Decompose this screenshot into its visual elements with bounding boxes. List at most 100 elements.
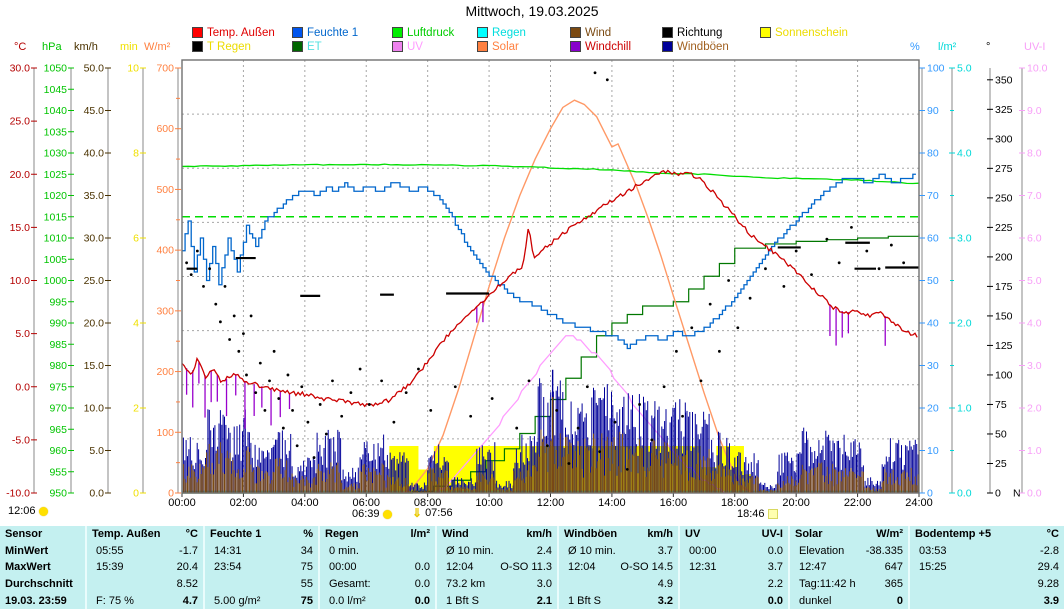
axis-label: 1050 [44, 63, 68, 75]
axis-label: 10 [927, 445, 939, 457]
legend-item-wind: Wind [570, 26, 611, 39]
table-cell: 9.28 [1037, 578, 1059, 591]
axis-label: 700 [156, 63, 174, 75]
axis-label: W/m² [144, 41, 171, 53]
sun-icon [38, 506, 48, 516]
axis-label: 300 [156, 305, 174, 317]
legend-item-luftdruck: Luftdruck [392, 26, 454, 39]
solar-series [402, 99, 754, 494]
table-row-label: MaxWert [5, 561, 51, 574]
axis-label: 9.0 [1027, 105, 1042, 117]
table-column-wind: Wind km/h Ø 10 min. 2.4 12:04 O-SO 11.3 73.2 k… [435, 526, 557, 609]
table-cell: 12:31 3.7 [689, 561, 783, 574]
table-cell: 15:39 20.4 [96, 561, 198, 574]
axis-label: 00:00 [168, 497, 196, 509]
axis-label: 100 [156, 427, 174, 439]
axis-label: 1010 [44, 233, 68, 245]
axis-label: l/m² [938, 41, 957, 53]
table-cell: 8.52 [176, 578, 198, 591]
axis-label: 18:00 [721, 497, 749, 509]
legend-swatch-icon [477, 27, 488, 38]
legend-label: Temp. Außen [207, 26, 275, 39]
page-title: Mittwoch, 19.03.2025 [465, 3, 599, 19]
axis-label: 0.0 [957, 488, 972, 500]
axis-label: 20.0 [84, 318, 105, 330]
legend-label: Solar [492, 40, 519, 53]
axis-label: 995 [49, 296, 67, 308]
axis-label: 8 [133, 148, 139, 160]
axis-label: 22:00 [844, 497, 872, 509]
axis-label: 30.0 [10, 63, 31, 75]
sunset-value: 18:46 [737, 508, 765, 520]
sunshine-axis: 0 2 4 6 8 10 min [120, 41, 146, 500]
axis-label: 25.0 [84, 275, 105, 287]
axis-label: 150 [995, 310, 1013, 322]
stats-table: Sensor MinWert MaxWert Durchschnitt 19.03. 2… [0, 526, 1064, 609]
windchill-series [185, 300, 886, 429]
axis-label: 0 [133, 488, 139, 500]
axis-label: 1025 [44, 169, 68, 181]
table-column-header: Feuchte 1% [210, 528, 313, 541]
table-cell: Tag:11:42 h 365 [799, 578, 903, 591]
legend-label: UV [407, 40, 423, 53]
sunshine-start-annotation: ⇓ 07:56 [412, 507, 453, 519]
table-row-label: 19.03. 23:59 [5, 594, 67, 607]
legend-item-solar: Solar [477, 40, 519, 53]
table-cell: 1 Bft S 3.2 [568, 594, 673, 607]
axis-label: 985 [49, 339, 67, 351]
table-cell: dunkel 0 [799, 594, 903, 607]
axis-label: 50 [995, 428, 1007, 440]
sunrise-value: 06:39 [352, 508, 380, 520]
legend-swatch-icon [760, 27, 771, 38]
axis-label: 5.0 [957, 63, 972, 75]
legend-item-windchill: Windchill [570, 40, 631, 53]
plot-border [181, 59, 920, 494]
axis-label: 10.0 [84, 403, 105, 415]
axis-label: 10.0 [10, 275, 31, 287]
legend-item-et: ET [292, 40, 322, 53]
sunset-square-icon [767, 509, 778, 519]
axis-label: 300 [995, 133, 1013, 145]
table-cell: 0.0 [767, 594, 783, 607]
legend-label: Regen [492, 26, 526, 39]
axis-label: 0.0 [1027, 488, 1042, 500]
legend-swatch-icon [662, 27, 673, 38]
pressure-series [181, 163, 920, 185]
table-column-header: Regen l/m² [325, 528, 430, 541]
axis-label: 950 [49, 488, 67, 500]
legend-item-uv: UV [392, 40, 423, 53]
wind-axis: 0.0 5.0 10.0 15.0 20.0 25.0 30.0 35.0 40.0 45.0 50… [74, 41, 111, 500]
axis-label: 15.0 [10, 222, 31, 234]
axis-label: 16:00 [660, 497, 688, 509]
axis-label: 980 [49, 360, 67, 372]
axis-label: 45.0 [84, 105, 105, 117]
axis-label: min [120, 41, 138, 53]
axis-label: °C [14, 41, 26, 53]
axis-label: 10 [127, 63, 139, 75]
legend-item-t-regen: T Regen [192, 40, 251, 53]
axis-label: 40.0 [84, 148, 105, 160]
legend-swatch-icon [292, 27, 303, 38]
sunshine-total-annotation: 12:06 [8, 505, 48, 517]
table-column-uv: UV UV-I 00:00 0.0 12:31 3.7 2.2 0.0 [678, 526, 788, 609]
axis-label: 3.0 [1027, 360, 1042, 372]
axis-label: 4.0 [1027, 318, 1042, 330]
axis-label: 1005 [44, 254, 68, 266]
table-column-header: UV UV-I [685, 528, 783, 541]
legend-label: ET [307, 40, 322, 53]
axis-label: % [910, 41, 920, 53]
axis-label: 325 [995, 104, 1013, 116]
axis-label: 30.0 [84, 233, 105, 245]
axis-label: 35.0 [84, 190, 105, 202]
sunshine-start-value: 07:56 [425, 507, 453, 519]
axis-label: 1040 [44, 105, 68, 117]
axis-label: 4.0 [957, 148, 972, 160]
legend-swatch-icon [392, 27, 403, 38]
table-cell: Ø 10 min. 2.4 [446, 544, 552, 557]
temperature-series [181, 169, 918, 408]
table-column-header: Wind km/h [442, 528, 552, 541]
axis-label: 400 [156, 245, 174, 257]
table-cell: 2.2 [767, 578, 783, 591]
humidity-series [182, 173, 916, 350]
table-cell: 73.2 km 3.0 [446, 578, 552, 591]
